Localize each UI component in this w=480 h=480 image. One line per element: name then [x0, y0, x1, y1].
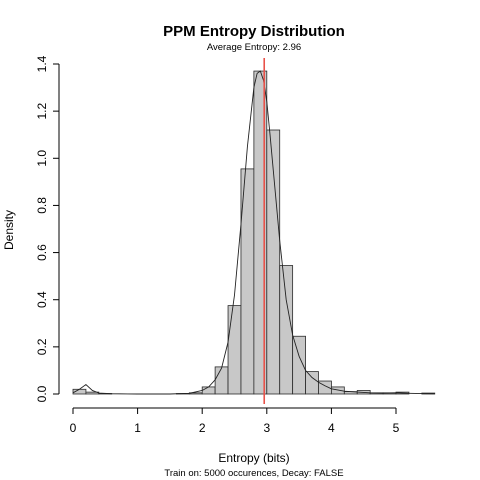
- y-tick-label-3: 0.6: [35, 244, 49, 261]
- histogram-bar-17: [292, 335, 306, 395]
- y-axis-label: Density: [2, 210, 16, 250]
- x-tick-label-0: 0: [70, 421, 77, 435]
- y-axis: 0.0 0.2 0.4 0.6 0.8 1.0 1.2 1.4: [35, 55, 60, 402]
- y-tick-label-4: 0.8: [35, 197, 49, 214]
- x-tick-label-2: 2: [199, 421, 206, 435]
- histogram-bars: [72, 70, 436, 395]
- chart-footer: Train on: 5000 occurences, Decay: FALSE: [164, 468, 343, 479]
- histogram-bar-12: [227, 305, 242, 395]
- y-tick-label-0: 0.0: [35, 385, 49, 402]
- x-tick-label-3: 3: [263, 421, 270, 435]
- x-tick-label-1: 1: [134, 421, 141, 435]
- chart-subtitle: Average Entropy: 2.96: [207, 42, 301, 53]
- x-tick-label-5: 5: [393, 421, 400, 435]
- y-tick-label-1: 0.2: [35, 338, 49, 355]
- y-tick-label-5: 1.0: [35, 150, 49, 167]
- y-tick-label-2: 0.4: [35, 291, 49, 308]
- histogram-bar-10: [201, 386, 216, 395]
- histogram-bar-11: [214, 366, 229, 395]
- histogram-bar-16: [279, 265, 294, 395]
- x-axis: 0 1 2 3 4 5: [70, 407, 400, 435]
- histogram-bar-20: [330, 386, 345, 395]
- histogram-bar-15: [266, 129, 281, 395]
- y-tick-label-7: 1.4: [35, 55, 49, 72]
- histogram-bar-18: [305, 371, 319, 395]
- x-tick-label-4: 4: [328, 421, 335, 435]
- x-axis-label: Entropy (bits): [218, 451, 289, 465]
- y-tick-label-6: 1.2: [35, 102, 49, 119]
- chart-title: PPM Entropy Distribution: [163, 23, 345, 40]
